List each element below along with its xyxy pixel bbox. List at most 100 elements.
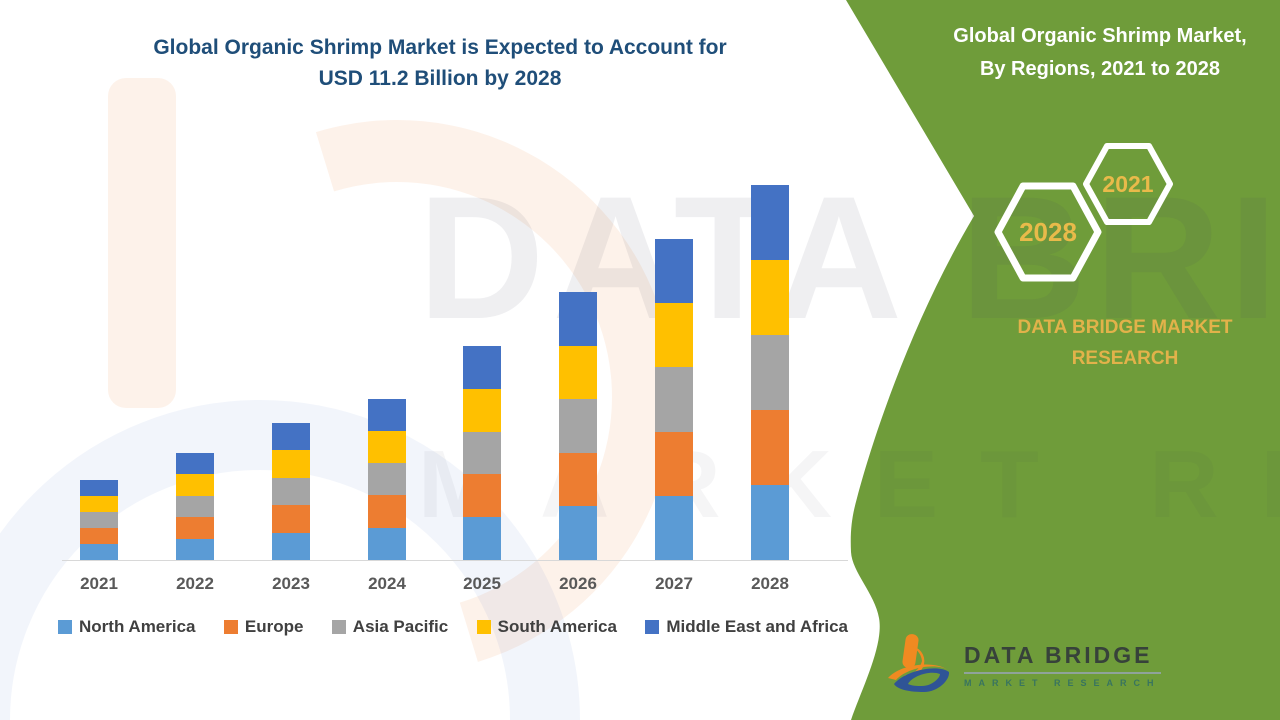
logo-b-bowl	[904, 646, 925, 676]
x-axis-label-2026: 2026	[559, 574, 597, 593]
bar-segment-2023-north-america	[272, 532, 310, 561]
legend-swatch-icon	[645, 620, 660, 634]
bar-segment-2022-south-america	[176, 474, 214, 496]
bar-segment-2021-middle-east-and-africa	[80, 480, 118, 496]
bar-segment-2025-middle-east-and-africa	[463, 346, 501, 389]
bar-segment-2025-south-america	[463, 388, 501, 432]
bar-segment-2023-south-america	[272, 450, 310, 478]
x-axis-label-2027: 2027	[655, 574, 693, 593]
bar-segment-2028-middle-east-and-africa	[751, 185, 789, 260]
legend-swatch-icon	[476, 620, 491, 634]
hexagon-2021	[1083, 143, 1173, 225]
bar-segment-2026-europe	[559, 452, 597, 507]
stacked-bar-2024	[368, 399, 406, 560]
legend-label: Europe	[244, 617, 304, 636]
bar-segment-2028-europe	[751, 409, 789, 485]
bar-segment-2022-north-america	[176, 538, 214, 561]
chart-title-line2: USD 11.2 Billion by 2028	[318, 67, 562, 90]
footer-logo-name: DATA BRIDGE	[964, 642, 1161, 674]
bar-segment-2025-north-america	[463, 517, 501, 560]
bar-segment-2028-south-america	[751, 259, 789, 335]
bar-segment-2028-north-america	[751, 484, 789, 560]
bar-segment-2024-north-america	[368, 527, 406, 560]
bar-segment-2027-north-america	[655, 495, 693, 561]
bar-segment-2028-asia-pacific	[751, 334, 789, 410]
bar-segment-2021-north-america	[80, 544, 118, 560]
watermark-logo-b-stem	[108, 78, 176, 408]
panel-brand-line1: DATA BRIDGE MARKET	[1017, 317, 1233, 338]
stacked-bar-2022	[176, 453, 214, 561]
bar-segment-2026-asia-pacific	[559, 399, 597, 453]
x-axis-label-2022: 2022	[176, 574, 214, 593]
stacked-bar-2023	[272, 423, 310, 561]
bar-segment-2024-europe	[368, 495, 406, 528]
legend-swatch-icon	[58, 620, 72, 634]
x-axis-label-2024: 2024	[368, 574, 406, 593]
legend-label: Middle East and Africa	[666, 617, 848, 636]
legend-label: Asia Pacific	[352, 617, 449, 636]
legend-label: North America	[79, 617, 196, 636]
chart-title-line1: Global Organic Shrimp Market is Expected…	[153, 36, 727, 59]
stacked-bar-plot: 2021 2022 2023 2024 2025 2026 2027 2028	[62, 185, 848, 593]
bar-segment-2022-asia-pacific	[176, 495, 214, 518]
footer-logo-text: DATA BRIDGE MARKET RESEARCH	[964, 642, 1161, 688]
x-axis-line	[62, 560, 848, 561]
chart-legend: North America Europe Asia Pacific South Ame…	[58, 617, 848, 637]
panel-heading-line1: Global Organic Shrimp Market,	[953, 25, 1247, 47]
x-axis-label-2023: 2023	[272, 574, 310, 593]
bar-segment-2026-middle-east-and-africa	[559, 292, 597, 346]
legend-swatch-icon	[223, 620, 238, 634]
bar-segment-2021-asia-pacific	[80, 512, 118, 528]
legend-item-asia-pacific: Asia Pacific	[331, 617, 449, 637]
stacked-bar-2026	[559, 292, 597, 560]
bar-segment-2026-south-america	[559, 345, 597, 400]
panel-heading: Global Organic Shrimp Market, By Regions…	[930, 20, 1270, 86]
bar-segment-2024-asia-pacific	[368, 463, 406, 496]
bar-segment-2027-asia-pacific	[655, 367, 693, 432]
legend-item-south-america: South America	[476, 617, 617, 637]
stacked-bar-2028	[751, 185, 789, 560]
panel-heading-line2: By Regions, 2021 to 2028	[979, 58, 1221, 80]
hexagon-2028	[994, 182, 1102, 282]
footer-logo: DATA BRIDGE MARKET RESEARCH	[886, 632, 1161, 696]
bar-segment-2025-asia-pacific	[463, 431, 501, 475]
bar-segment-2027-middle-east-and-africa	[655, 239, 693, 304]
logo-swoosh-blue	[894, 668, 950, 692]
bar-segment-2023-middle-east-and-africa	[272, 423, 310, 451]
stacked-bar-2027	[655, 239, 693, 561]
logo-swoosh-orange	[888, 664, 948, 680]
stacked-bar-2021	[80, 480, 118, 560]
x-axis-label-2021: 2021	[80, 574, 118, 593]
bar-segment-2021-south-america	[80, 496, 118, 512]
x-axis-label-2025: 2025	[463, 574, 501, 593]
bar-segment-2024-south-america	[368, 431, 406, 464]
bar-segment-2025-europe	[463, 474, 501, 518]
chart-title: Global Organic Shrimp Market is Expected…	[40, 32, 840, 94]
bar-segment-2022-middle-east-and-africa	[176, 453, 214, 475]
footer-logo-tagline: MARKET RESEARCH	[964, 678, 1161, 688]
legend-item-north-america: North America	[58, 617, 196, 637]
bar-segment-2022-europe	[176, 517, 214, 539]
data-bridge-logo-icon	[888, 634, 950, 692]
bar-segment-2021-europe	[80, 528, 118, 544]
hexagon-2021-label: 2021	[1102, 171, 1153, 197]
bar-segment-2027-europe	[655, 431, 693, 496]
logo-b-stem	[902, 634, 919, 669]
stacked-bar-2025	[463, 346, 501, 560]
bar-segment-2027-south-america	[655, 303, 693, 368]
bar-segment-2023-europe	[272, 505, 310, 533]
panel-brand-text: DATA BRIDGE MARKET RESEARCH	[970, 312, 1280, 374]
hexagon-2028-label: 2028	[1019, 217, 1077, 247]
legend-item-europe: Europe	[223, 617, 304, 637]
bar-segment-2026-north-america	[559, 506, 597, 560]
legend-swatch-icon	[331, 620, 346, 634]
panel-brand-line2: RESEARCH	[1071, 348, 1179, 369]
legend-item-middle-east-and-africa: Middle East and Africa	[645, 617, 848, 637]
bar-segment-2023-asia-pacific	[272, 477, 310, 506]
green-panel-shape	[846, 0, 1280, 720]
x-axis-label-2028: 2028	[751, 574, 789, 593]
bar-segment-2024-middle-east-and-africa	[368, 399, 406, 432]
